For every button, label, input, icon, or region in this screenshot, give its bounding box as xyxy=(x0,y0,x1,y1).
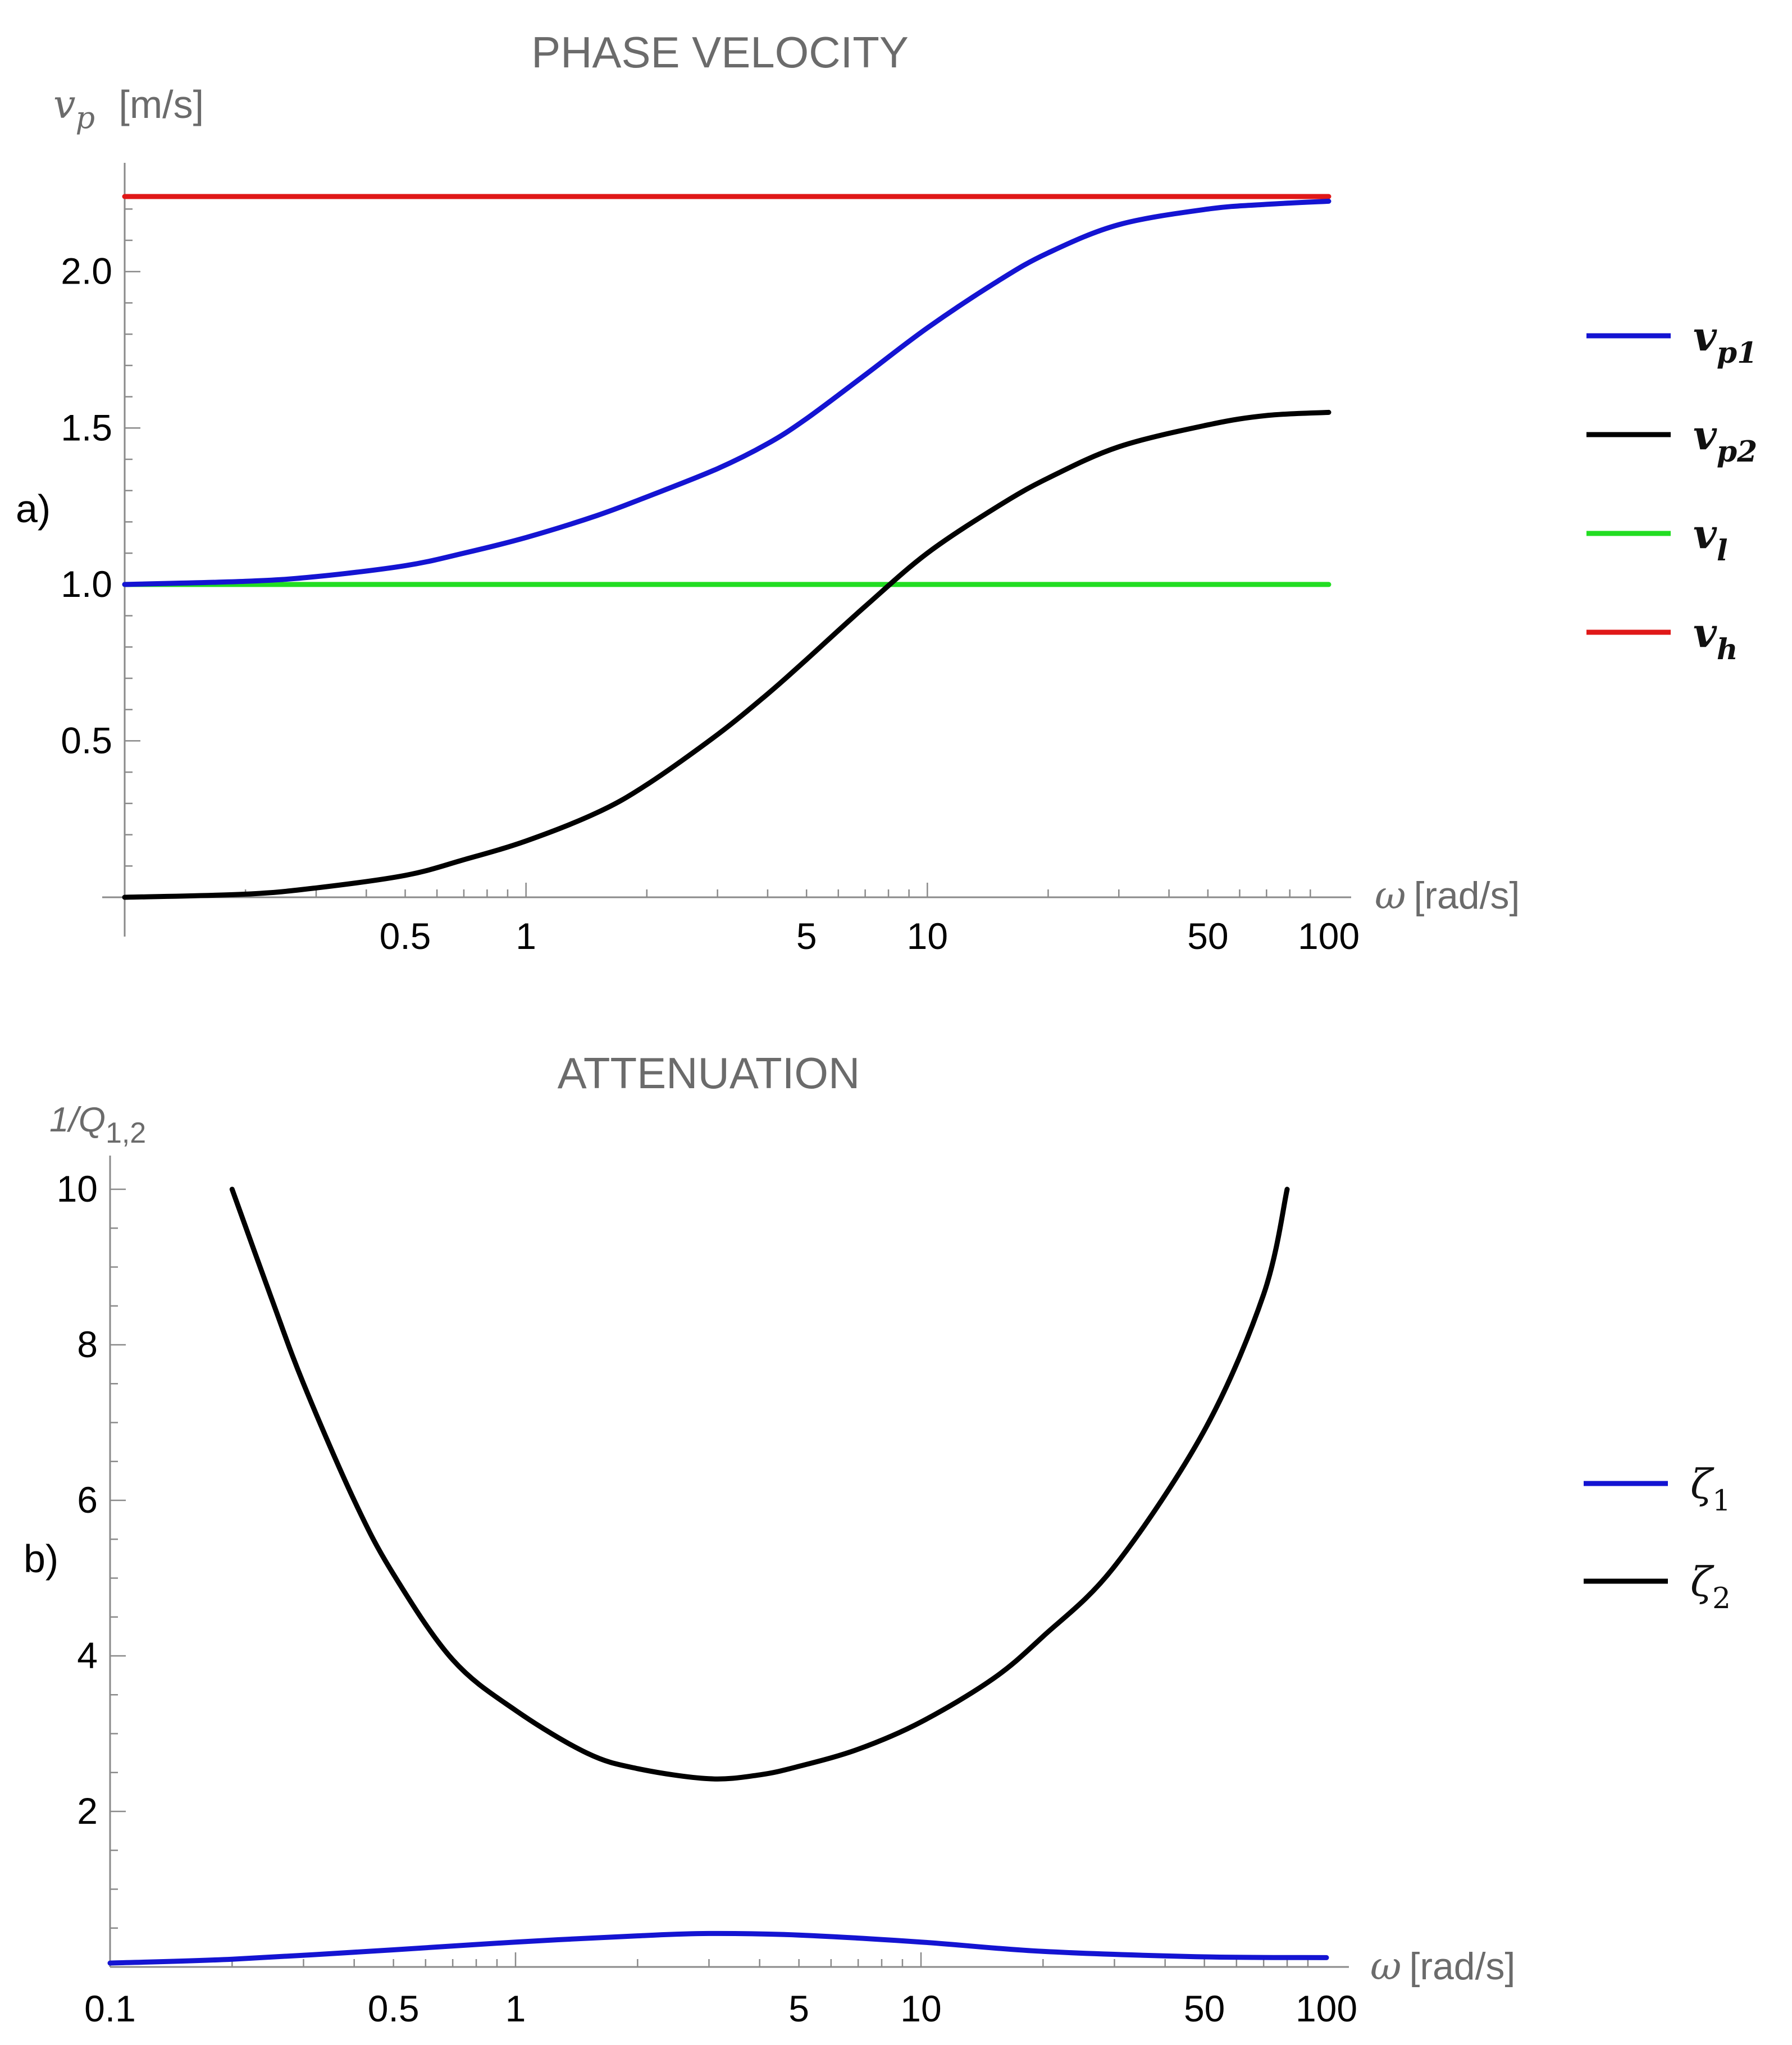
legend-label-v-p1: vp1 xyxy=(1693,312,1757,370)
x-tick-label: 0.5 xyxy=(368,1988,419,2029)
x-tick-label: 100 xyxy=(1298,915,1360,957)
series-line-zeta-2 xyxy=(229,1186,1290,1782)
series-line-v-p2 xyxy=(122,409,1332,900)
panel-label-b: b) xyxy=(24,1537,58,1581)
y-tick-label: 1.5 xyxy=(61,407,112,448)
y-tick-label: 0.5 xyxy=(61,719,112,761)
legend-a: vp1 vp2 vl vh xyxy=(1586,312,1757,667)
x-tick-label: 10 xyxy=(907,915,948,957)
y-axis-label-b: 1/Q1,2 xyxy=(49,1101,146,1149)
axes-a xyxy=(102,163,1351,937)
phase-velocity-panel: PHASE VELOCITY vp [m/s] a) 0.5 1 5 10 50 1000… xyxy=(16,28,1757,957)
legend-label-v-l: vl xyxy=(1693,510,1728,568)
y-tick-label: 6 xyxy=(77,1479,98,1521)
y-axis-label-a: vp [m/s] xyxy=(53,81,204,138)
legend-label-v-h: vh xyxy=(1693,609,1738,667)
x-tick-label: 0.5 xyxy=(380,915,431,957)
x-tick-label: 1 xyxy=(505,1988,526,2029)
axes-b xyxy=(109,1156,1349,1968)
y-tick-label: 2.0 xyxy=(61,250,112,292)
y-tick-label: 1.0 xyxy=(61,563,112,605)
attenuation-title: ATTENUATION xyxy=(558,1048,860,1098)
y-tick-label: 2 xyxy=(77,1790,98,1832)
y-tick-label: 10 xyxy=(57,1168,98,1209)
x-tick-label: 100 xyxy=(1296,1988,1357,2029)
legend-label-zeta-2: ζ2 xyxy=(1690,1558,1731,1615)
y-tick-label: 4 xyxy=(77,1635,98,1676)
x-tick-label: 1 xyxy=(516,915,536,957)
ticks-b: 0.1 0.5 1 5 10 50 100 2 4 6 8 10 xyxy=(57,1168,1357,2029)
x-tick-label: 50 xyxy=(1184,1988,1225,2029)
legend-b: ζ1 ζ2 xyxy=(1584,1460,1731,1615)
x-tick-label: 5 xyxy=(796,915,817,957)
phase-velocity-title: PHASE VELOCITY xyxy=(531,28,909,77)
x-axis-label-a: ω [rad/s] xyxy=(1375,874,1520,918)
series-line-v-p1 xyxy=(122,198,1332,587)
series-line-zeta-1 xyxy=(107,1930,1329,1966)
x-tick-label: 10 xyxy=(900,1988,941,2029)
attenuation-panel: ATTENUATION 1/Q1,2 b) 0.1 0.5 1 5 10 50 100 2 4 6… xyxy=(24,1048,1731,2029)
series-b xyxy=(107,1186,1329,1966)
y-tick-label: 8 xyxy=(77,1323,98,1365)
x-tick-label: 0.1 xyxy=(84,1988,136,2029)
ticks-a: 0.5 1 5 10 50 100 0.5 1.0 1.5 2.0 xyxy=(61,208,1360,957)
legend-label-zeta-1: ζ1 xyxy=(1690,1460,1731,1518)
series-a xyxy=(122,194,1332,900)
legend-label-v-p2: vp2 xyxy=(1693,411,1757,469)
x-tick-label: 5 xyxy=(788,1988,809,2029)
x-tick-label: 50 xyxy=(1187,915,1228,957)
panel-label-a: a) xyxy=(16,487,51,531)
x-axis-label-b: ω [rad/s] xyxy=(1370,1944,1515,1989)
